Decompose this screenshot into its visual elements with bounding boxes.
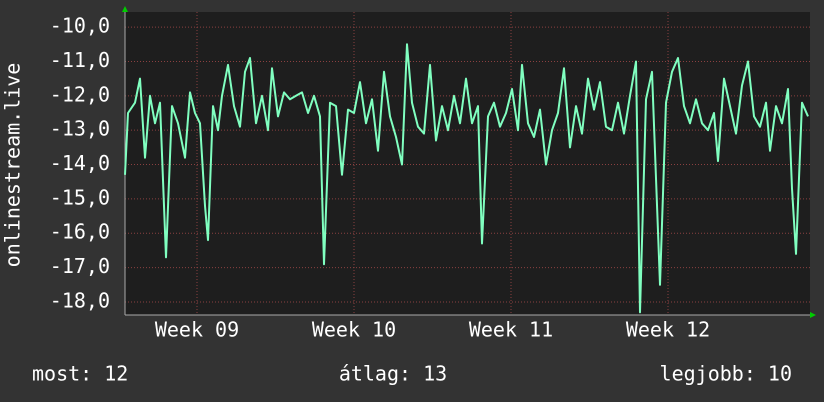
x-tick-label: Week 09 xyxy=(155,318,239,342)
y-tick-label: -17,0 xyxy=(50,254,110,278)
y-tick-label: -12,0 xyxy=(50,82,110,106)
y-tick-label: -18,0 xyxy=(50,288,110,312)
y-tick-label: -16,0 xyxy=(50,220,110,244)
y-axis-label: onlinestream.live xyxy=(1,63,25,268)
plot-area xyxy=(125,12,810,315)
y-tick-label: -10,0 xyxy=(50,14,110,38)
footer-current: most: 12 xyxy=(32,362,128,386)
y-tick-label: -11,0 xyxy=(50,48,110,72)
y-tick-label: -13,0 xyxy=(50,117,110,141)
x-tick-label: Week 10 xyxy=(312,318,396,342)
y-tick-label: -15,0 xyxy=(50,185,110,209)
y-tick-label: -14,0 xyxy=(50,151,110,175)
y-axis-arrow xyxy=(122,6,128,12)
x-tick-label: Week 11 xyxy=(469,318,553,342)
data-line xyxy=(124,43,809,314)
x-axis-arrow xyxy=(810,312,816,318)
x-tick-label: Week 12 xyxy=(626,318,710,342)
footer-average: átlag: 13 xyxy=(339,362,447,386)
footer-best: legjobb: 10 xyxy=(660,362,792,386)
